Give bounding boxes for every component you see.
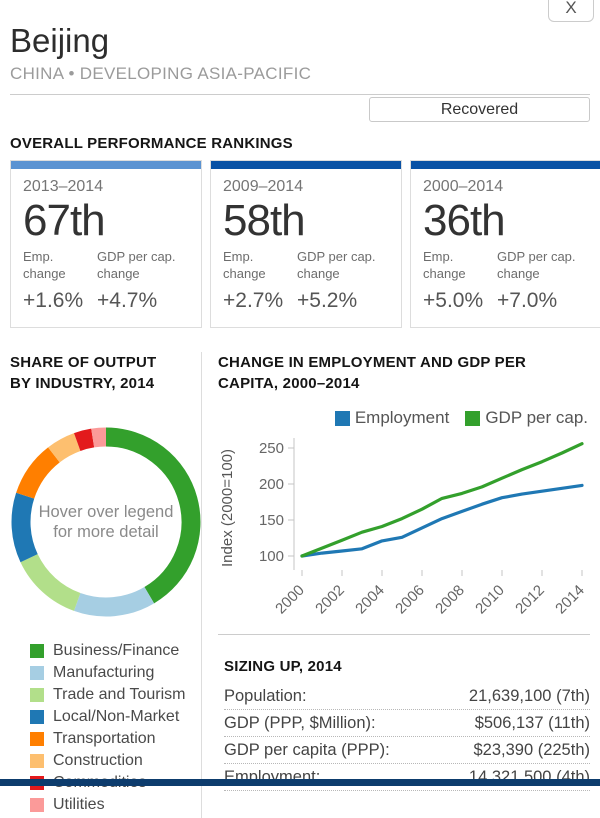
- ranking-rank: 67th: [23, 196, 106, 245]
- gdp-change-value: +5.2%: [297, 289, 358, 313]
- construction-swatch-icon: [30, 754, 44, 769]
- gdp-change-label: GDP per cap. change: [497, 249, 576, 282]
- rankings-section: OVERALL PERFORMANCE RANKINGS 2013–2014 6…: [0, 135, 600, 329]
- row-value: 21,639,100 (7th): [468, 687, 590, 706]
- trade-tourism-swatch-icon: [30, 688, 44, 703]
- emp-change-value: +5.0%: [423, 289, 484, 313]
- industry-section: SHARE OF OUTPUT BY INDUSTRY, 2014 Hover …: [10, 352, 202, 818]
- row-label: Population:: [224, 687, 307, 706]
- line-chart: 100 150 200 250 2000 2002 2004 2006 2008 2010 2012…: [219, 438, 588, 618]
- row-label: GDP (PPP, $Million):: [224, 714, 376, 733]
- page-subtitle: CHINA • DEVELOPING ASIA-PACIFIC: [10, 64, 312, 83]
- svg-text:250: 250: [259, 440, 284, 457]
- gdp-change-value: +7.0%: [497, 289, 558, 313]
- svg-text:Index (2000=100): Index (2000=100): [219, 449, 236, 567]
- header-divider: [10, 94, 590, 95]
- svg-text:100: 100: [259, 548, 284, 565]
- row-label: GDP per capita (PPP):: [224, 741, 390, 760]
- ranking-card-bar: [11, 161, 201, 169]
- header: X Beijing CHINA • DEVELOPING ASIA-PACIFI…: [0, 0, 600, 95]
- employment-gdp-section: CHANGE IN EMPLOYMENT AND GDP PER CAPITA,…: [202, 352, 600, 818]
- gdp-per-cap-swatch-icon: [465, 410, 481, 426]
- table-row-gdp: GDP (PPP, $Million): $506,137 (11th): [224, 710, 590, 738]
- business-finance-swatch-icon: [30, 644, 44, 659]
- manufacturing-swatch-icon: [30, 666, 44, 681]
- svg-text:2008: 2008: [432, 582, 468, 618]
- ranking-rank: 58th: [223, 196, 306, 245]
- industry-donut-chart: [11, 427, 201, 617]
- industry-legend: Business/Finance Manufacturing Trade and…: [10, 642, 201, 814]
- legend-item-construction[interactable]: Construction: [30, 752, 201, 770]
- utilities-swatch-icon: [30, 798, 44, 813]
- employment-chart-heading: CHANGE IN EMPLOYMENT AND GDP PER CAPITA,…: [218, 354, 527, 393]
- sizing-divider: [218, 634, 590, 636]
- ranking-card-2013-2014: 2013–2014 67th Emp. change +1.6% GDP per…: [10, 160, 202, 329]
- svg-text:2006: 2006: [392, 582, 428, 618]
- table-row-population: Population: 21,639,100 (7th): [224, 683, 590, 711]
- gdp-change-value: +4.7%: [97, 289, 158, 313]
- transportation-swatch-icon: [30, 732, 44, 747]
- legend-item-manufacturing[interactable]: Manufacturing: [30, 664, 201, 682]
- local-non-market-swatch-icon: [30, 710, 44, 725]
- row-value: $23,390 (225th): [473, 741, 590, 760]
- svg-text:2014: 2014: [552, 582, 588, 618]
- legend-item-utilities[interactable]: Utilities: [30, 796, 201, 814]
- svg-text:150: 150: [259, 512, 284, 529]
- ranking-rank: 36th: [423, 196, 506, 245]
- emp-change-label: Emp. change: [423, 249, 466, 282]
- svg-text:2000: 2000: [272, 582, 308, 618]
- line-chart-legend: Employment GDP per cap.: [218, 408, 588, 428]
- footer-accent-bar: [0, 779, 600, 786]
- ranking-card-bar: [411, 161, 600, 169]
- legend-item-local-non-market[interactable]: Local/Non-Market: [30, 708, 201, 726]
- ranking-card-2000-2014: 2000–2014 36th Emp. change +5.0% GDP per…: [410, 160, 600, 329]
- gdp-change-label: GDP per cap. change: [97, 249, 176, 282]
- sizing-heading: SIZING UP, 2014: [224, 658, 342, 676]
- emp-change-value: +1.6%: [23, 289, 84, 313]
- industry-heading: SHARE OF OUTPUT BY INDUSTRY, 2014: [10, 354, 157, 393]
- svg-text:2012: 2012: [512, 582, 548, 618]
- close-button[interactable]: X: [548, 0, 594, 22]
- employment-swatch-icon: [334, 410, 350, 426]
- industry-donut-wrap: Hover over legend for more detail: [10, 426, 202, 618]
- emp-change-label: Emp. change: [223, 249, 266, 282]
- legend-entry-employment[interactable]: Employment: [334, 408, 449, 428]
- legend-item-trade-tourism[interactable]: Trade and Tourism: [30, 686, 201, 704]
- svg-text:2010: 2010: [472, 582, 508, 618]
- table-row-gdp-per-capita: GDP per capita (PPP): $23,390 (225th): [224, 737, 590, 765]
- rankings-heading: OVERALL PERFORMANCE RANKINGS: [10, 135, 293, 152]
- ranking-period: 2000–2014: [423, 178, 504, 195]
- page-title: Beijing: [10, 22, 110, 59]
- recovery-status-button[interactable]: Recovered: [369, 97, 590, 122]
- svg-text:200: 200: [259, 476, 284, 493]
- legend-item-transportation[interactable]: Transportation: [30, 730, 201, 748]
- svg-text:2002: 2002: [312, 582, 348, 618]
- legend-entry-gdp-per-cap[interactable]: GDP per cap.: [465, 408, 588, 428]
- emp-change-label: Emp. change: [23, 249, 66, 282]
- ranking-card-2009-2014: 2009–2014 58th Emp. change +2.7% GDP per…: [210, 160, 402, 329]
- gdp-change-label: GDP per cap. change: [297, 249, 376, 282]
- row-value: $506,137 (11th): [474, 714, 590, 733]
- svg-text:2004: 2004: [352, 582, 388, 618]
- table-row-employment: Employment: 14,321,500 (4th): [224, 764, 590, 792]
- ranking-period: 2013–2014: [23, 178, 104, 195]
- ranking-period: 2009–2014: [223, 178, 304, 195]
- close-icon: X: [565, 0, 577, 17]
- sizing-section: SIZING UP, 2014 Population: 21,639,100 (…: [218, 656, 590, 792]
- ranking-cards: 2013–2014 67th Emp. change +1.6% GDP per…: [10, 160, 600, 329]
- status-row: Recovered: [0, 95, 600, 122]
- legend-item-business-finance[interactable]: Business/Finance: [30, 642, 201, 660]
- main-content: SHARE OF OUTPUT BY INDUSTRY, 2014 Hover …: [0, 352, 600, 818]
- donut-center-hint: Hover over legend for more detail: [38, 502, 174, 542]
- ranking-card-bar: [211, 161, 401, 169]
- emp-change-value: +2.7%: [223, 289, 284, 313]
